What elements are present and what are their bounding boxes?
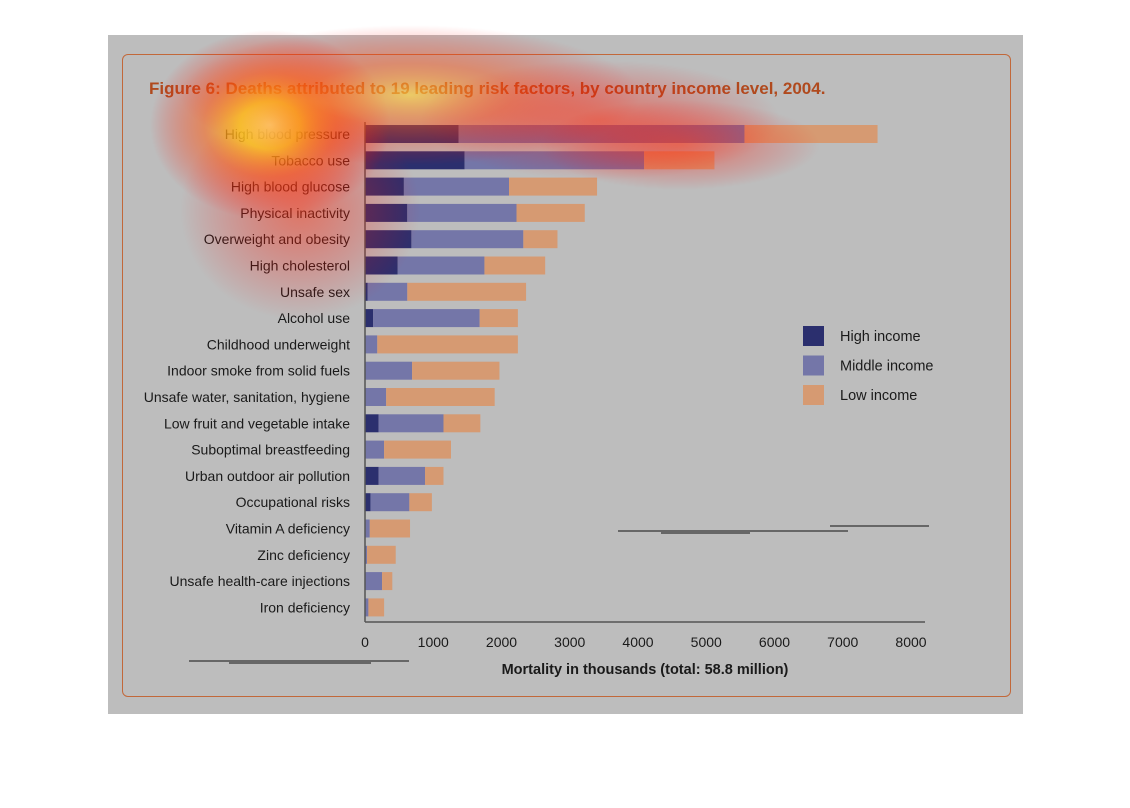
bar-middle-income [365,361,413,380]
bar-middle-income [464,151,645,170]
bar-low-income [443,414,481,433]
bar-low-income [523,230,558,249]
category-label: Overweight and obesity [204,231,350,247]
bar-low-income [377,335,518,354]
bar-low-income [484,256,546,275]
bar-low-income [412,361,500,380]
legend-label: High income [840,329,921,345]
bar-low-income [384,440,451,459]
x-tick-label: 7000 [827,634,858,650]
category-label: High cholesterol [250,258,350,274]
category-label: Occupational risks [236,494,350,510]
bar-middle-income [365,572,383,591]
bar-middle-income [365,545,368,564]
bar-high-income [365,230,412,249]
x-tick-label: 2000 [486,634,517,650]
x-tick-label: 0 [361,634,369,650]
category-label: Childhood underweight [207,336,350,352]
category-label: Vitamin A deficiency [226,521,350,537]
bar-middle-income [407,203,517,222]
category-label: Suboptimal breastfeeding [191,442,350,458]
category-labels: High blood pressure Tobacco use High blood… [144,126,350,615]
bar-middle-income [365,388,387,406]
legend-swatch [803,385,824,405]
bar-low-income [386,388,495,406]
x-tick-label: 5000 [691,634,722,650]
bar-middle-income [365,440,385,459]
bar-middle-income [365,519,370,538]
bar-high-income [365,203,408,222]
bar-low-income [407,282,527,301]
x-tick-label: 1000 [418,634,449,650]
bar-high-income [365,256,398,275]
bar-middle-income [370,493,410,512]
bar-low-income [516,203,585,222]
category-label: Tobacco use [271,152,350,168]
category-label: Unsafe health-care injections [169,573,350,589]
bar-low-income [644,151,715,170]
bar-middle-income [411,230,524,249]
decorative-lines [189,525,929,664]
bar-low-income [744,125,878,143]
category-label: High blood glucose [231,179,350,195]
bar-middle-income [403,177,510,196]
category-label: Low fruit and vegetable intake [164,415,350,431]
bar-low-income [367,545,396,564]
category-label: Iron deficiency [260,599,350,615]
legend-label: Low income [840,388,917,404]
x-tick-labels: 0 1000 2000 3000 4000 5000 6000 7000 8000 [361,634,927,650]
bar-high-income [365,466,379,485]
category-label: Zinc deficiency [257,547,350,563]
bar-high-income [365,493,371,512]
x-axis-label: Mortality in thousands (total: 58.8 mill… [502,662,789,678]
bar-high-income [365,125,459,143]
bar-middle-income [367,282,408,301]
bar-middle-income [365,335,378,354]
bar-middle-income [378,466,426,485]
legend: High income Middle income Low income [803,326,934,405]
bar-high-income [365,151,465,170]
x-tick-label: 4000 [622,634,653,650]
category-label: Physical inactivity [240,205,350,221]
bars [365,125,878,617]
bar-middle-income [378,414,444,433]
bar-low-income [369,519,411,538]
legend-swatch [803,326,824,346]
bar-middle-income [365,598,369,617]
bar-high-income [365,177,404,196]
bar-middle-income [458,125,745,143]
bar-high-income [365,414,379,433]
category-label: Unsafe water, sanitation, hygiene [144,389,350,405]
bar-low-income [509,177,598,196]
category-label: Urban outdoor air pollution [185,468,350,484]
bar-low-income [409,493,432,512]
x-tick-label: 3000 [554,634,585,650]
chart-title: Figure 6: Deaths attributed to 19 leadin… [149,79,825,98]
bar-low-income [425,466,444,485]
category-label: Indoor smoke from solid fuels [167,363,350,379]
bar-low-income [382,572,393,591]
legend-swatch [803,355,824,376]
legend-label: Middle income [840,359,934,375]
bar-low-income [368,598,385,617]
bar-low-income [479,309,518,328]
category-label: Alcohol use [278,310,351,326]
bar-high-income [365,309,374,328]
bar-middle-income [397,256,485,275]
x-tick-label: 6000 [759,634,790,650]
bar-middle-income [373,309,480,328]
category-label: High blood pressure [225,126,351,142]
category-label: Unsafe sex [280,284,350,300]
x-tick-label: 8000 [895,634,926,650]
